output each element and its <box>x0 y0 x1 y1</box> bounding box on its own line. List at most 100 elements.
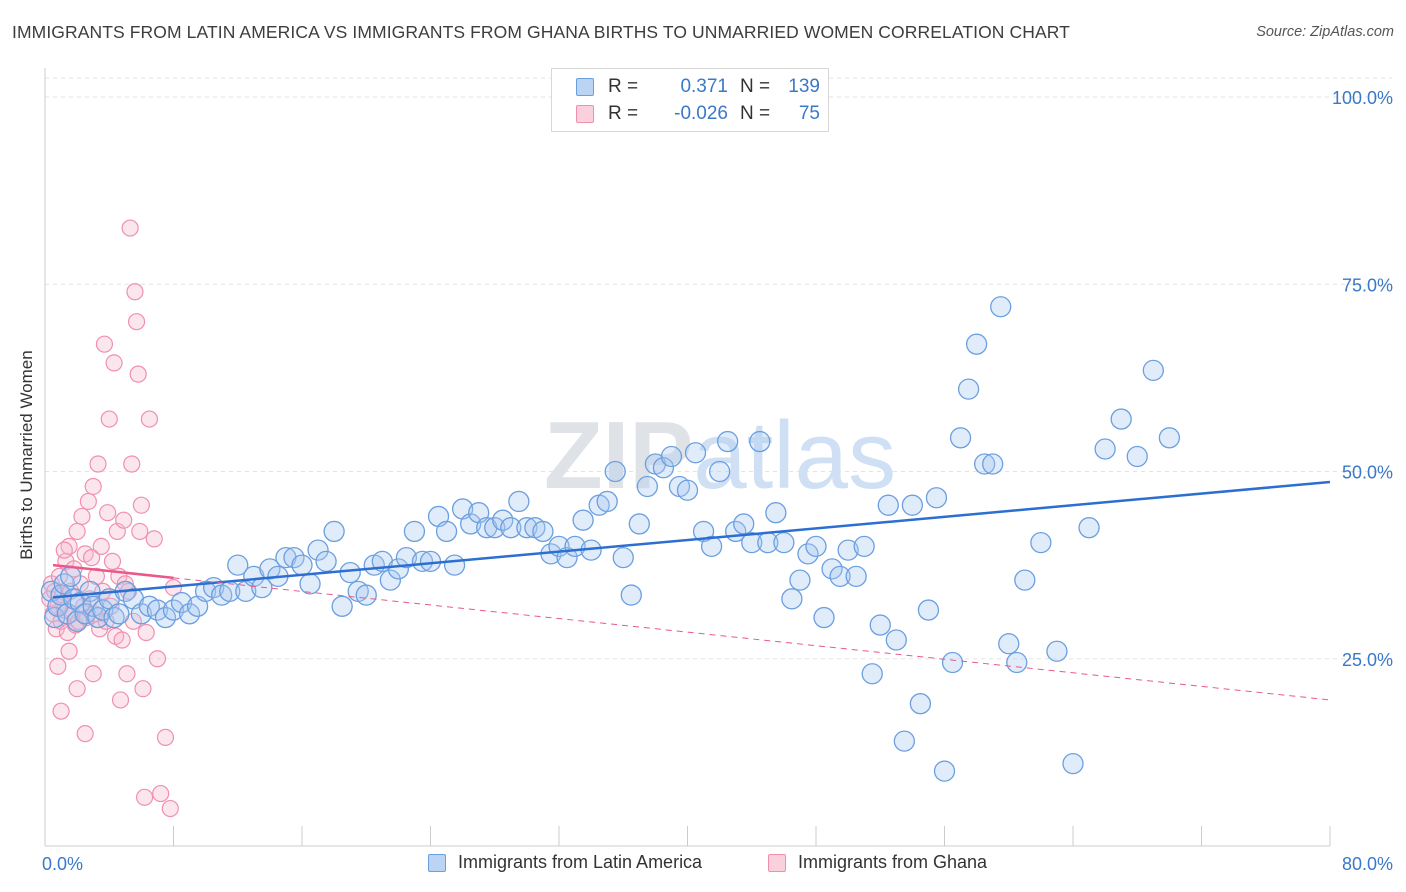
latam-point <box>108 603 130 625</box>
latam-point <box>596 490 618 513</box>
latam-point <box>917 599 940 621</box>
latam-point <box>861 663 883 685</box>
latam-point <box>853 535 875 558</box>
latam-point <box>700 535 723 558</box>
y-axis-label: Births to Unmarried Women <box>17 350 36 560</box>
bottom-legend-label-latin-america: Immigrants from Latin America <box>458 852 703 872</box>
latam-point <box>628 513 650 535</box>
legend-n-label: N = <box>740 76 771 97</box>
tick-labels: 25.0% 50.0% 75.0% 100.0% 0.0% 80.0% <box>42 88 1393 874</box>
latam-point <box>789 569 811 591</box>
latam-point <box>484 517 506 539</box>
bottom-legend-swatch-latin-america <box>428 853 446 872</box>
legend-swatch-latin-america <box>576 78 594 96</box>
latam-point <box>130 603 153 625</box>
bottom-legend-swatch-ghana <box>768 853 786 872</box>
latam-point <box>717 430 739 453</box>
legend-r-value: 0.371 <box>680 76 728 97</box>
latam-point <box>652 457 675 479</box>
legend-row-latin-america: R = 0.371 N = 139 <box>576 76 820 98</box>
latam-point <box>339 561 361 584</box>
latam-point <box>1142 359 1164 382</box>
watermark: ZIPatlas <box>544 402 896 509</box>
trend-line-latin-america <box>52 480 1331 599</box>
latam-point <box>508 490 530 513</box>
ghana-point <box>123 455 141 473</box>
latam-point <box>620 584 642 606</box>
ghana-point <box>161 799 179 818</box>
latam-point <box>821 558 843 580</box>
latam-point <box>492 509 514 531</box>
latam-point <box>612 546 634 569</box>
latam-point <box>1062 752 1084 775</box>
ghana-point <box>68 522 86 541</box>
latam-point <box>1078 517 1100 539</box>
latam-point <box>178 603 201 625</box>
ghana-point <box>126 283 144 301</box>
ghana-point <box>68 680 86 698</box>
series-latam-points <box>40 296 1181 782</box>
latam-point <box>998 633 1020 655</box>
correlation-legend: R = 0.371 N = 139 R = -0.026 N = 75 <box>551 68 829 132</box>
ghana-point <box>60 642 78 660</box>
chart-title: IMMIGRANTS FROM LATIN AMERICA VS IMMIGRA… <box>12 22 1070 42</box>
latam-point <box>60 565 82 588</box>
ghana-point <box>140 410 159 428</box>
ghana-point <box>92 537 110 556</box>
latam-point <box>1126 445 1148 468</box>
ghana-point <box>55 541 73 559</box>
latam-point <box>146 599 169 621</box>
latam-point <box>885 629 907 651</box>
latam-point <box>403 520 426 543</box>
bottom-legend-label-ghana: Immigrants from Ghana <box>798 852 988 872</box>
legend-n-value: 75 <box>798 103 820 124</box>
latam-point <box>1030 532 1052 554</box>
trend-line-ghana-solid <box>52 563 174 580</box>
ghana-point <box>132 496 150 514</box>
series-ghana-points <box>41 219 183 818</box>
latam-point <box>291 554 313 576</box>
legend-n-value: 139 <box>788 76 820 97</box>
ghana-point <box>121 219 139 237</box>
latam-point <box>74 603 96 625</box>
latam-point <box>516 517 538 539</box>
latam-point <box>974 453 996 475</box>
latam-point <box>92 599 114 621</box>
latam-point <box>684 442 707 464</box>
latam-point <box>387 558 410 580</box>
latam-point <box>773 532 795 554</box>
legend-r-label: R = <box>608 76 639 97</box>
latam-point <box>170 591 193 614</box>
ghana-point <box>113 631 131 649</box>
ghana-point <box>115 511 133 529</box>
latam-point <box>990 296 1012 318</box>
ghana-point <box>145 530 163 548</box>
latam-point <box>781 588 803 610</box>
ghana-point <box>131 522 149 541</box>
latam-point <box>965 333 988 355</box>
legend-r-value: -0.026 <box>674 103 728 124</box>
ghana-point <box>129 365 147 383</box>
y-tick-label: 100.0% <box>1332 88 1393 108</box>
latam-point <box>604 460 626 483</box>
latam-point <box>331 595 353 617</box>
ghana-point <box>156 728 175 746</box>
latam-point <box>556 546 578 569</box>
latam-point <box>323 520 345 543</box>
latam-point <box>395 546 418 569</box>
source-label: Source: ZipAtlas.com <box>1256 24 1394 40</box>
ghana-point <box>95 335 114 353</box>
latam-point <box>315 550 337 573</box>
ghana-point <box>100 410 118 428</box>
latam-point <box>379 569 401 591</box>
ghana-point <box>73 507 91 526</box>
latam-point <box>813 606 835 629</box>
ghana-point <box>105 354 123 372</box>
ghana-point <box>99 504 117 522</box>
ghana-point <box>135 788 154 806</box>
latam-point <box>933 760 956 782</box>
ghana-point <box>127 313 146 331</box>
latam-point <box>901 494 924 516</box>
ghana-point <box>134 680 152 698</box>
